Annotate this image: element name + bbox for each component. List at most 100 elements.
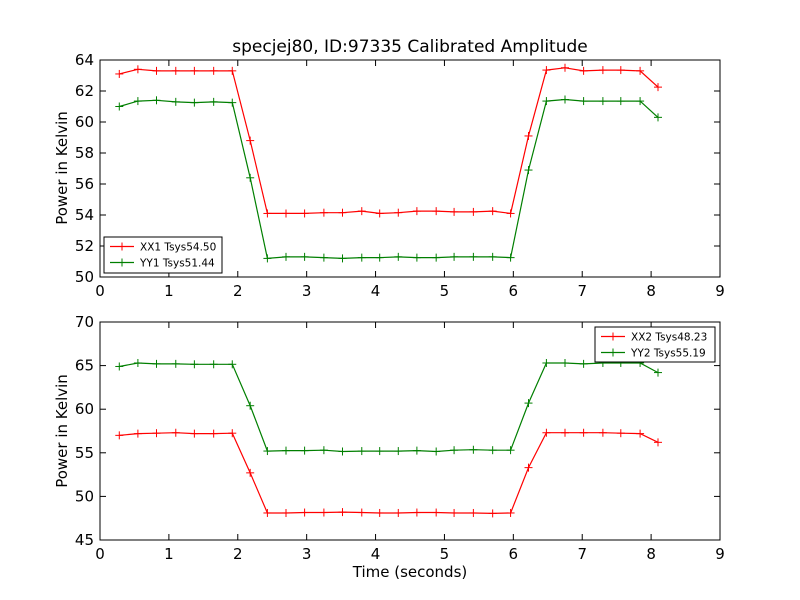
- data-point: [375, 447, 384, 456]
- data-point: [598, 428, 607, 437]
- data-point: [115, 69, 124, 78]
- legend-label: XX1 Tsys54.50: [140, 242, 216, 254]
- data-point: [488, 207, 497, 216]
- data-point: [338, 508, 347, 517]
- data-point: [616, 429, 625, 438]
- data-point: [338, 208, 347, 217]
- data-point: [263, 447, 272, 456]
- data-point: [282, 508, 290, 517]
- data-point: [228, 98, 237, 107]
- data-point: [357, 207, 366, 216]
- data-point: [654, 368, 662, 377]
- legend-entry: YY1 Tsys51.44: [110, 258, 215, 270]
- data-point: [561, 358, 569, 367]
- data-point: [115, 431, 124, 440]
- data-point: [469, 207, 478, 216]
- data-point: [542, 66, 551, 75]
- y-tick-label: 70: [75, 313, 94, 331]
- data-point: [133, 429, 142, 438]
- data-point: [133, 65, 142, 74]
- data-point: [506, 253, 515, 262]
- data-point: [190, 66, 199, 75]
- x-tick-label: 4: [371, 545, 381, 563]
- legend-entry: YY2 Tsys55.19: [601, 348, 706, 360]
- data-point: [598, 97, 607, 106]
- data-point: [432, 207, 441, 216]
- data-point: [542, 428, 551, 437]
- y-tick-label: 60: [75, 113, 94, 131]
- data-point: [394, 208, 403, 217]
- data-point: [654, 113, 662, 122]
- legend-label: XX2 Tsys48.23: [631, 332, 707, 344]
- data-point: [171, 428, 180, 437]
- data-point: [579, 428, 588, 437]
- plot-frame: [99, 321, 721, 541]
- data-point: [561, 428, 569, 437]
- data-point: [579, 359, 588, 368]
- data-point: [469, 508, 478, 517]
- x-tick-label: 0: [95, 282, 105, 300]
- data-point: [319, 208, 328, 217]
- y-tick-label: 50: [75, 268, 94, 286]
- data-point: [152, 66, 161, 75]
- data-point: [375, 253, 384, 262]
- data-point: [357, 508, 366, 517]
- data-point: [209, 66, 218, 75]
- data-point: [450, 446, 459, 455]
- x-tick-label: 6: [509, 545, 519, 563]
- data-point: [524, 131, 533, 140]
- data-point: [319, 446, 328, 455]
- data-point: [450, 252, 459, 261]
- data-point: [375, 209, 384, 218]
- data-point: [412, 207, 421, 216]
- data-point: [171, 97, 180, 106]
- data-point: [263, 254, 272, 263]
- x-tick-label: 5: [440, 545, 450, 563]
- y-axis-label: Power in Kelvin: [53, 111, 71, 225]
- data-point: [432, 508, 441, 517]
- data-point: [338, 447, 347, 456]
- data-point: [542, 358, 551, 367]
- data-point: [263, 209, 272, 218]
- data-point: [300, 252, 309, 261]
- x-tick-label: 5: [440, 282, 450, 300]
- data-point: [524, 166, 533, 175]
- data-point: [319, 508, 328, 517]
- legend: XX1 Tsys54.50 YY1 Tsys51.44: [103, 236, 223, 274]
- data-point: [357, 447, 366, 456]
- y-tick-label: 65: [75, 357, 94, 375]
- data-point: [300, 508, 309, 517]
- x-tick-label: 7: [577, 545, 587, 563]
- x-tick-label: 1: [164, 545, 174, 563]
- data-point: [394, 447, 403, 456]
- data-point: [654, 83, 662, 92]
- legend: XX2 Tsys48.23 YY2 Tsys55.19: [594, 326, 716, 363]
- y-axis-label: Power in Kelvin: [53, 374, 71, 488]
- x-tick-label: 4: [371, 282, 381, 300]
- data-point: [561, 95, 569, 104]
- data-point: [598, 66, 607, 75]
- data-point: [115, 102, 124, 111]
- data-point: [636, 97, 645, 106]
- data-point: [450, 508, 459, 517]
- data-point: [152, 359, 161, 368]
- data-point: [228, 360, 237, 369]
- x-tick-label: 1: [164, 282, 174, 300]
- data-point: [190, 98, 199, 107]
- data-point: [412, 446, 421, 455]
- data-point: [115, 362, 124, 371]
- data-point: [246, 136, 255, 145]
- x-tick-label: 6: [509, 282, 519, 300]
- data-point: [579, 97, 588, 106]
- data-point: [616, 97, 625, 106]
- data-point: [579, 66, 588, 75]
- y-tick-label: 55: [75, 444, 94, 462]
- x-tick-label: 8: [646, 545, 656, 563]
- data-point: [228, 66, 237, 75]
- x-tick-label: 3: [302, 282, 312, 300]
- data-point: [319, 253, 328, 262]
